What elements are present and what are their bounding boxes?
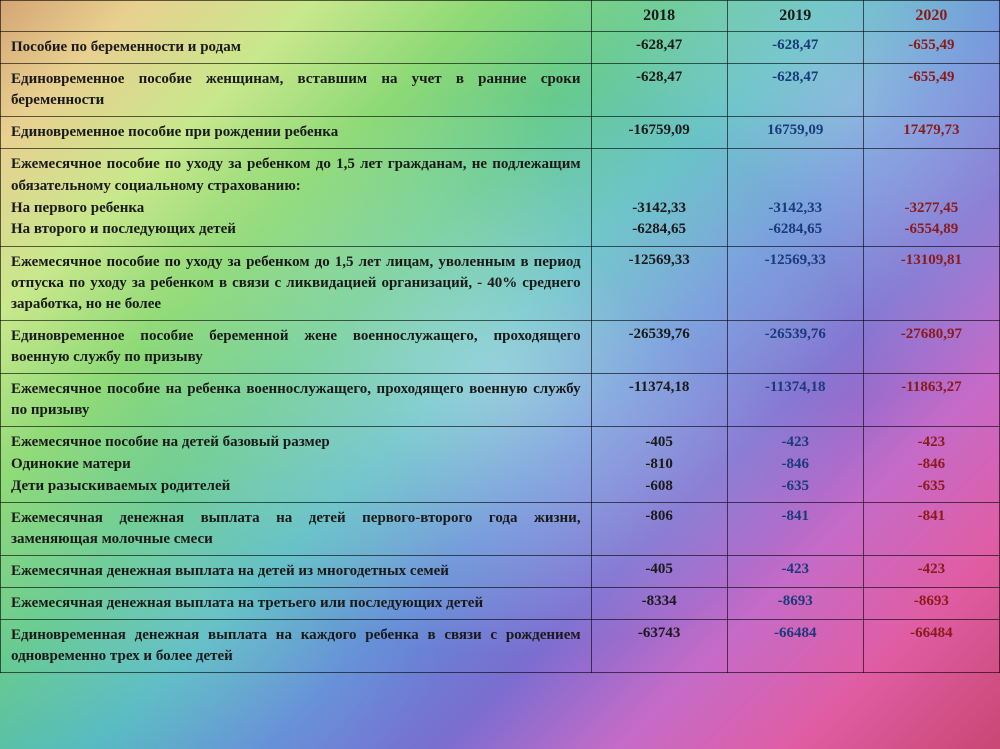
table-row: Ежемесячное пособие по уходу за ребенком…: [1, 149, 1000, 247]
value-2020: -66484: [863, 620, 999, 673]
value-2019: -8693: [727, 588, 863, 620]
table-row: Единовременное пособие беременной жене в…: [1, 321, 1000, 374]
table-row: Единовременная денежная выплата на каждо…: [1, 620, 1000, 673]
table-row: Пособие по беременности и родам-628,47-6…: [1, 32, 1000, 64]
table-row: Ежемесячное пособие на ребенка военнослу…: [1, 374, 1000, 427]
row-label: Ежемесячное пособие по уходу за ребенком…: [1, 247, 592, 321]
row-label: Ежемесячная денежная выплата на третьего…: [1, 588, 592, 620]
value-2018: -12569,33: [591, 247, 727, 321]
value-2019: -66484: [727, 620, 863, 673]
row-label: Ежемесячная денежная выплата на детей из…: [1, 556, 592, 588]
value-2020: -13109,81: [863, 247, 999, 321]
value-2018: -63743: [591, 620, 727, 673]
value-2019: -423: [727, 556, 863, 588]
row-label: Ежемесячное пособие на детей базовый раз…: [1, 427, 592, 503]
table-row: Ежемесячное пособие по уходу за ребенком…: [1, 247, 1000, 321]
value-2018: -16759,09: [591, 117, 727, 149]
value-2020: -655,49: [863, 32, 999, 64]
value-2020: -11863,27: [863, 374, 999, 427]
table-row: Единовременное пособие при рождении ребе…: [1, 117, 1000, 149]
row-label: Единовременное пособие беременной жене в…: [1, 321, 592, 374]
benefits-table: 2018 2019 2020 Пособие по беременности и…: [0, 0, 1000, 673]
table-row: Единовременное пособие женщинам, вставши…: [1, 64, 1000, 117]
value-2019: -628,47: [727, 64, 863, 117]
value-2019: -423-846-635: [727, 427, 863, 503]
header-2020: 2020: [863, 1, 999, 32]
value-2020: 17479,73: [863, 117, 999, 149]
value-2018: -405: [591, 556, 727, 588]
value-2019: -628,47: [727, 32, 863, 64]
value-2019: -26539,76: [727, 321, 863, 374]
value-2019: 16759,09: [727, 117, 863, 149]
row-label: Ежемесячное пособие по уходу за ребенком…: [1, 149, 592, 247]
value-2018: -3142,33-6284,65: [591, 149, 727, 247]
row-label: Единовременное пособие женщинам, вставши…: [1, 64, 592, 117]
value-2019: -12569,33: [727, 247, 863, 321]
value-2018: -806: [591, 503, 727, 556]
value-2020: -655,49: [863, 64, 999, 117]
header-empty: [1, 1, 592, 32]
table-row: Ежемесячное пособие на детей базовый раз…: [1, 427, 1000, 503]
row-label: Пособие по беременности и родам: [1, 32, 592, 64]
value-2018: -628,47: [591, 64, 727, 117]
value-2018: -405-810-608: [591, 427, 727, 503]
table-row: Ежемесячная денежная выплата на детей из…: [1, 556, 1000, 588]
table-row: Ежемесячная денежная выплата на третьего…: [1, 588, 1000, 620]
value-2020: -3277,45-6554,89: [863, 149, 999, 247]
value-2018: -628,47: [591, 32, 727, 64]
value-2018: -8334: [591, 588, 727, 620]
row-label: Ежемесячная денежная выплата на детей пе…: [1, 503, 592, 556]
value-2020: -841: [863, 503, 999, 556]
value-2018: -26539,76: [591, 321, 727, 374]
value-2019: -3142,33-6284,65: [727, 149, 863, 247]
value-2020: -27680,97: [863, 321, 999, 374]
value-2020: -423-846-635: [863, 427, 999, 503]
row-label: Ежемесячное пособие на ребенка военнослу…: [1, 374, 592, 427]
value-2020: -8693: [863, 588, 999, 620]
row-label: Единовременное пособие при рождении ребе…: [1, 117, 592, 149]
value-2020: -423: [863, 556, 999, 588]
header-2019: 2019: [727, 1, 863, 32]
header-2018: 2018: [591, 1, 727, 32]
value-2019: -841: [727, 503, 863, 556]
value-2018: -11374,18: [591, 374, 727, 427]
table-row: Ежемесячная денежная выплата на детей пе…: [1, 503, 1000, 556]
row-label: Единовременная денежная выплата на каждо…: [1, 620, 592, 673]
header-row: 2018 2019 2020: [1, 1, 1000, 32]
value-2019: -11374,18: [727, 374, 863, 427]
